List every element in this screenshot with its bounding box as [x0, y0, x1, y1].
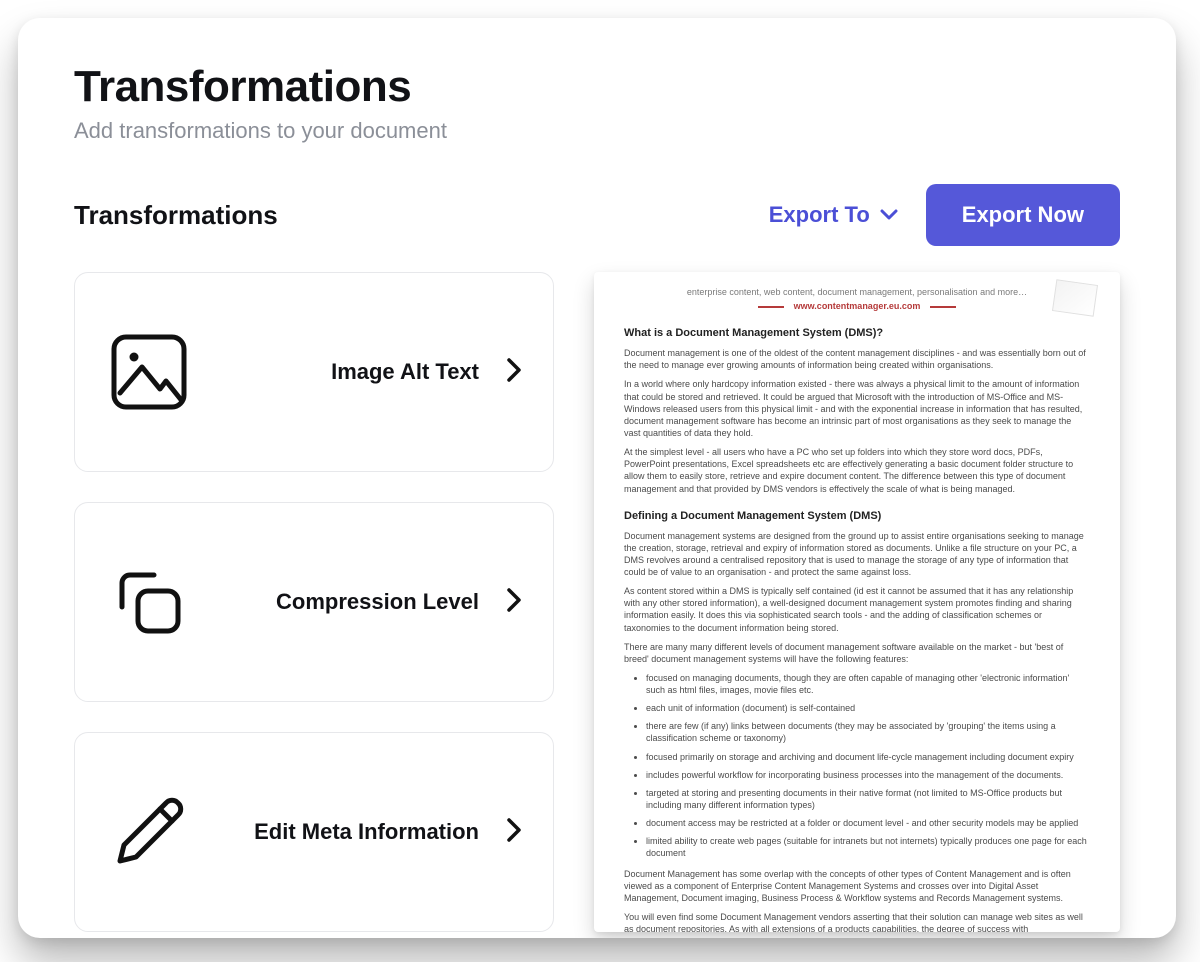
- copy-icon: [103, 556, 195, 648]
- tile-label: Edit Meta Information: [217, 819, 485, 845]
- tile-image-alt-text[interactable]: Image Alt Text: [74, 272, 554, 472]
- section-heading: Transformations: [74, 200, 278, 231]
- export-to-label: Export To: [769, 202, 870, 228]
- preview-tagline: enterprise content, web content, documen…: [624, 286, 1090, 298]
- export-to-dropdown[interactable]: Export To: [769, 202, 898, 228]
- export-now-button[interactable]: Export Now: [926, 184, 1120, 246]
- preview-bullet: there are few (if any) links between doc…: [646, 720, 1090, 744]
- preview-heading-1: What is a Document Management System (DM…: [624, 326, 1090, 341]
- preview-heading-2: Defining a Document Management System (D…: [624, 509, 1090, 524]
- document-preview: enterprise content, web content, documen…: [594, 272, 1120, 932]
- preview-bullet: targeted at storing and presenting docum…: [646, 787, 1090, 811]
- transformations-card: Transformations Add transformations to y…: [18, 18, 1176, 938]
- preview-paragraph: You will even find some Document Managem…: [624, 911, 1090, 932]
- preview-bullet: document access may be restricted at a f…: [646, 817, 1090, 829]
- tile-label: Image Alt Text: [217, 359, 485, 385]
- page-subtitle: Add transformations to your document: [74, 118, 1120, 144]
- preview-bullet: includes powerful workflow for incorpora…: [646, 769, 1090, 781]
- transformation-tiles: Image Alt Text Compression Level: [74, 272, 554, 932]
- preview-paragraph: Document Management has some overlap wit…: [624, 868, 1090, 904]
- image-icon: [103, 326, 195, 418]
- chevron-right-icon: [507, 358, 525, 387]
- preview-paragraph: Document management systems are designed…: [624, 530, 1090, 579]
- chevron-right-icon: [507, 588, 525, 617]
- tile-label: Compression Level: [217, 589, 485, 615]
- chevron-down-icon: [880, 209, 898, 221]
- toolbar-actions: Export To Export Now: [769, 184, 1120, 246]
- preview-paragraph: There are many many different levels of …: [624, 641, 1090, 665]
- preview-bullet: focused on managing documents, though th…: [646, 672, 1090, 696]
- tile-compression-level[interactable]: Compression Level: [74, 502, 554, 702]
- toolbar: Transformations Export To Export Now: [74, 184, 1120, 246]
- preview-paragraph: As content stored within a DMS is typica…: [624, 585, 1090, 634]
- chevron-right-icon: [507, 818, 525, 847]
- preview-bullet: focused primarily on storage and archivi…: [646, 751, 1090, 763]
- preview-url: www.contentmanager.eu.com: [748, 300, 967, 312]
- tile-edit-meta-information[interactable]: Edit Meta Information: [74, 732, 554, 932]
- page-title: Transformations: [74, 62, 1120, 112]
- preview-bullet: limited ability to create web pages (sui…: [646, 835, 1090, 859]
- preview-paragraph: Document management is one of the oldest…: [624, 347, 1090, 371]
- preview-paragraph: At the simplest level - all users who ha…: [624, 446, 1090, 495]
- pencil-icon: [103, 786, 195, 878]
- preview-paragraph: In a world where only hardcopy informati…: [624, 378, 1090, 439]
- preview-header: enterprise content, web content, documen…: [624, 286, 1090, 312]
- preview-bullet-list: focused on managing documents, though th…: [624, 672, 1090, 860]
- preview-logo-graphic: [1052, 279, 1098, 317]
- preview-bullet: each unit of information (document) is s…: [646, 702, 1090, 714]
